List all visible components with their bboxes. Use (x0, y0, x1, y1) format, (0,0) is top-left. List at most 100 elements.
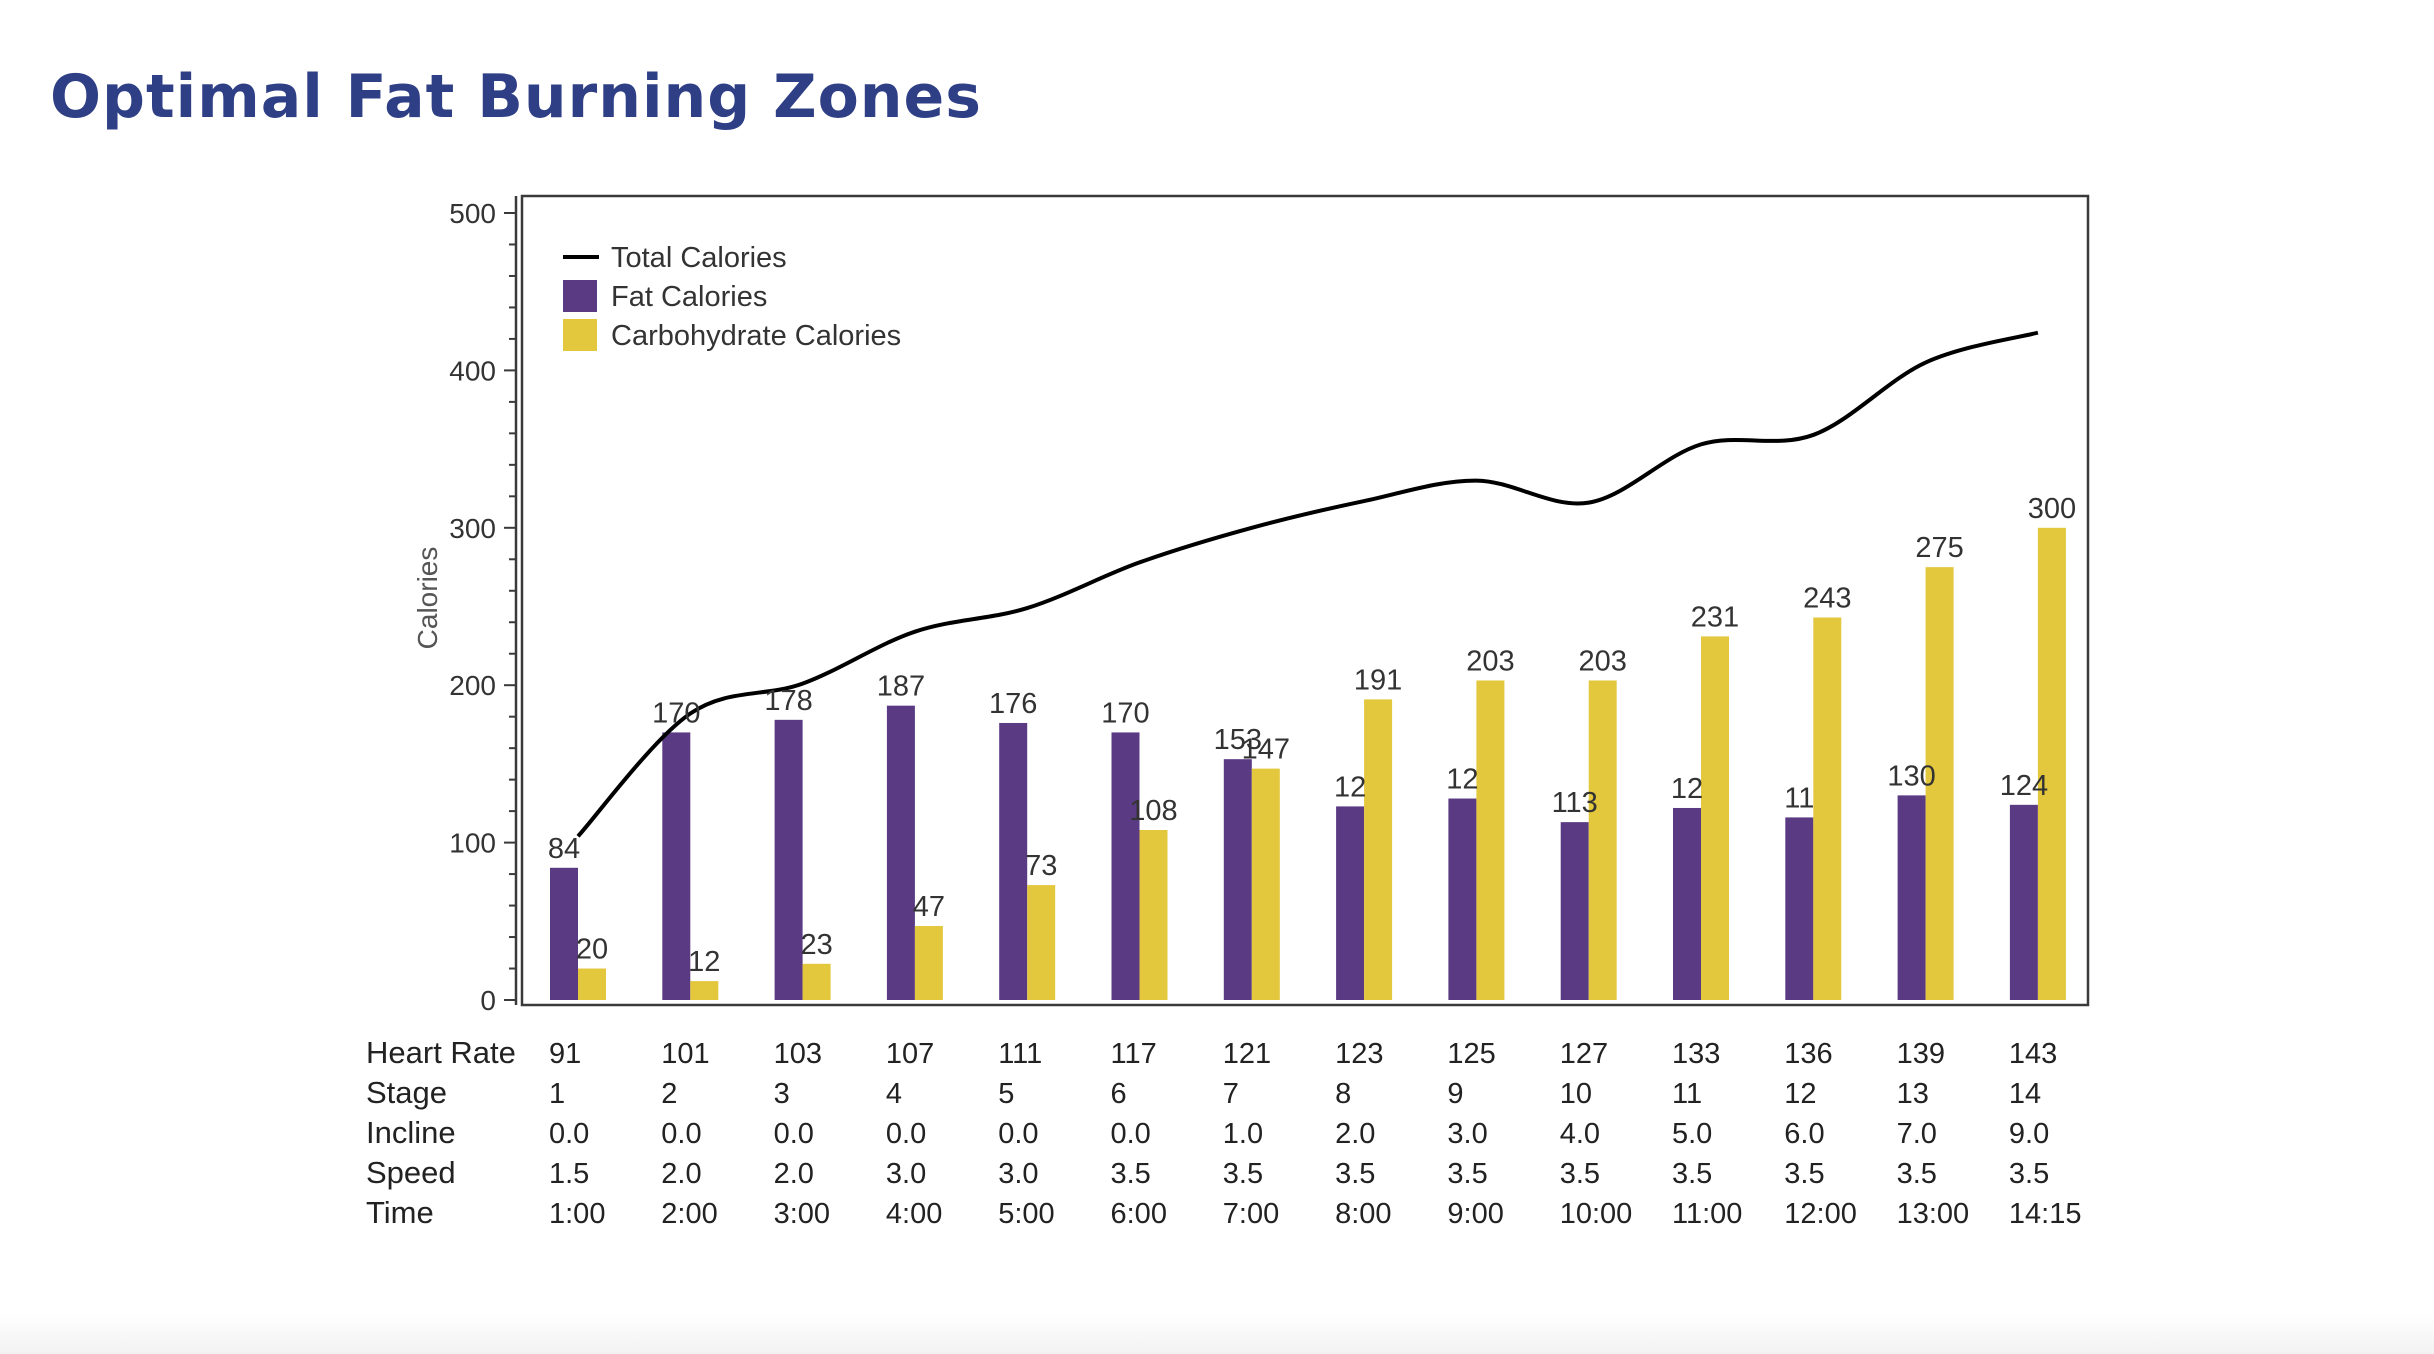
y-axis-label: Calories (412, 547, 443, 650)
table-cell: 2.0 (1335, 1118, 1375, 1150)
fat-bar (662, 732, 691, 1000)
carb-data-label: 275 (1915, 532, 1963, 564)
table-cell: 3.5 (1784, 1158, 1824, 1190)
table-cell: 0.0 (661, 1118, 701, 1150)
carb-data-label: 231 (1691, 601, 1739, 633)
legend-fat-label: Fat Calories (611, 281, 767, 313)
fat-bar (1448, 798, 1477, 1000)
table-cell: 5:00 (998, 1198, 1054, 1230)
carb-bar (802, 963, 831, 1000)
fat-bar (886, 705, 915, 1000)
table-cell: 107 (886, 1038, 934, 1070)
fat-bar (550, 867, 578, 1000)
total-calories-line (576, 330, 2039, 838)
table-cell: 7 (1223, 1078, 1239, 1110)
carb-data-label: 203 (1579, 645, 1627, 677)
table-cell: 3.5 (1672, 1158, 1712, 1190)
table-cell: 0.0 (549, 1118, 589, 1150)
table-cell: 4 (886, 1078, 902, 1110)
table-cell: 14 (2009, 1078, 2041, 1110)
table-cell: 9:00 (1447, 1198, 1503, 1230)
fat-bar (1785, 817, 1814, 1000)
table-cell: 2 (661, 1078, 677, 1110)
carb-bar (1925, 567, 1954, 1000)
table-cell: 12:00 (1784, 1198, 1857, 1230)
table-cell: 3.5 (1111, 1158, 1151, 1190)
fat-data-label: 11 (1784, 782, 1814, 814)
table-cell: 133 (1672, 1038, 1720, 1070)
table-row-label: Speed (366, 1155, 456, 1190)
table-cell: 2.0 (661, 1158, 701, 1190)
carb-bar (1588, 680, 1617, 1000)
carb-bar (1476, 680, 1505, 1000)
table-row-label: Incline (366, 1115, 456, 1150)
table-cell: 117 (1111, 1038, 1157, 1070)
fat-data-label: 130 (1887, 760, 1935, 792)
carb-data-label: 147 (1242, 734, 1290, 766)
table-cell: 111 (998, 1038, 1042, 1070)
fat-data-label: 84 (548, 833, 580, 865)
carb-bar (578, 968, 606, 1000)
table-cell: 3 (774, 1078, 790, 1110)
fat-bar (774, 719, 803, 1000)
table-cell: 4:00 (886, 1198, 942, 1230)
table-row-label: Stage (366, 1075, 447, 1110)
carb-data-label: 191 (1354, 664, 1402, 696)
y-tick-label: 400 (449, 355, 496, 386)
table-cell: 125 (1447, 1038, 1495, 1070)
table-cell: 13:00 (1897, 1198, 1970, 1230)
legend-fat-swatch (563, 280, 597, 312)
table-cell: 1:00 (549, 1198, 605, 1230)
table-cell: 3.5 (1560, 1158, 1600, 1190)
table-cell: 3.5 (1447, 1158, 1487, 1190)
fat-data-label: 12 (1334, 771, 1366, 803)
table-cell: 7:00 (1223, 1198, 1279, 1230)
table-cell: 101 (661, 1038, 709, 1070)
table-cell: 6.0 (1784, 1118, 1824, 1150)
carb-data-label: 23 (800, 929, 832, 961)
y-tick-label: 100 (449, 828, 496, 859)
carb-bar (1251, 768, 1280, 1000)
table-cell: 8 (1335, 1078, 1351, 1110)
fat-bar (1111, 732, 1140, 1000)
table-cell: 136 (1784, 1038, 1832, 1070)
table-cell: 0.0 (1111, 1118, 1151, 1150)
carb-data-label: 47 (913, 891, 945, 923)
table-cell: 3.0 (998, 1158, 1038, 1190)
y-tick-label: 500 (449, 198, 496, 229)
carb-bar (1027, 885, 1056, 1000)
table-cell: 5.0 (1672, 1118, 1712, 1150)
fat-data-label: 12 (1671, 773, 1703, 805)
table-cell: 3:00 (774, 1198, 830, 1230)
table-cell: 5 (998, 1078, 1014, 1110)
fat-data-label: 187 (877, 671, 925, 703)
table-cell: 6:00 (1111, 1198, 1167, 1230)
table-cell: 8:00 (1335, 1198, 1391, 1230)
table-row-label: Time (366, 1195, 434, 1230)
table-cell: 0.0 (774, 1118, 814, 1150)
table-cell: 11 (1672, 1078, 1702, 1110)
table-cell: 0.0 (998, 1118, 1038, 1150)
y-tick-label: 200 (449, 670, 496, 701)
table-cell: 9 (1447, 1078, 1463, 1110)
fat-data-label: 113 (1552, 787, 1598, 819)
carb-bar (2037, 527, 2066, 1000)
fat-data-label: 170 (652, 697, 700, 729)
table-cell: 121 (1223, 1038, 1271, 1070)
table-cell: 2:00 (661, 1198, 717, 1230)
table-cell: 7.0 (1897, 1118, 1937, 1150)
table-cell: 3.5 (1335, 1158, 1375, 1190)
table-cell: 139 (1897, 1038, 1945, 1070)
table-cell: 127 (1560, 1038, 1608, 1070)
fat-bar (1897, 795, 1926, 1000)
table-cell: 91 (549, 1038, 581, 1070)
table-row-label: Heart Rate (366, 1035, 516, 1070)
table-cell: 3.5 (1223, 1158, 1263, 1190)
fat-bar (999, 722, 1028, 1000)
carb-bar (1364, 699, 1393, 1000)
table-cell: 3.0 (886, 1158, 926, 1190)
carb-data-label: 73 (1025, 850, 1057, 882)
fat-bar (2009, 804, 2038, 1000)
fat-bar (1673, 807, 1701, 1000)
